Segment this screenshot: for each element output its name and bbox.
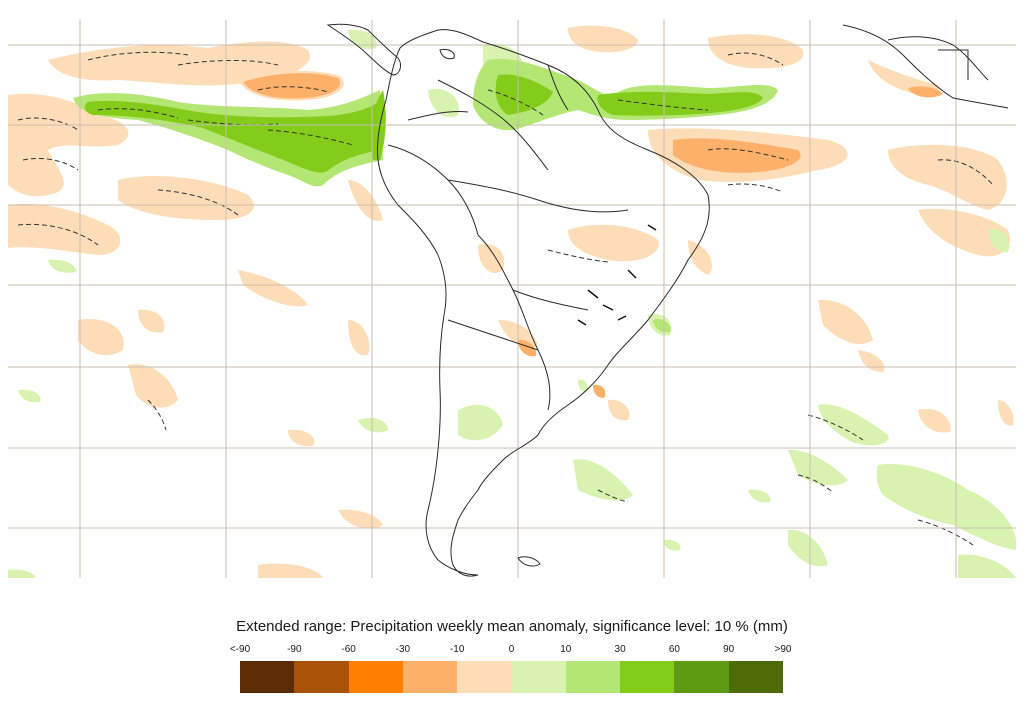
legend-swatch: [674, 661, 730, 693]
legend-swatch: [348, 661, 404, 693]
legend-tick-label: 60: [668, 644, 680, 655]
dry-strong-patches: [243, 73, 943, 398]
wet-anomaly-patches: [8, 29, 1016, 578]
legend-tick-label: <-90: [229, 644, 251, 655]
legend-tick-label: >90: [774, 644, 792, 655]
legend-swatch: [728, 661, 784, 693]
legend-tick-label: -10: [449, 644, 465, 655]
color-legend: Extended range: Precipitation weekly mea…: [0, 618, 1024, 720]
wet-strong-patches: [84, 74, 763, 173]
legend-tick-label: -90: [287, 644, 302, 655]
legend-swatch: [402, 661, 458, 693]
map-canvas: [8, 20, 1016, 578]
legend-tick-label: 30: [614, 644, 626, 655]
legend-tick-label: 10: [560, 644, 572, 655]
map-panel: [8, 20, 1016, 578]
significance-contours: [17, 51, 994, 546]
legend-swatch: [457, 661, 512, 693]
legend-swatch: [620, 661, 675, 693]
legend-tick-label: 90: [723, 644, 735, 655]
inland-water-details: [577, 224, 657, 326]
legend-swatch: [511, 661, 567, 693]
coastlines-and-borders: [326, 23, 1009, 577]
legend-swatch: [565, 661, 621, 693]
legend-swatch: [240, 661, 295, 693]
legend-swatch: [294, 661, 350, 693]
lat-lon-gridlines: [8, 20, 1016, 578]
legend-tick-label: -30: [395, 644, 411, 655]
legend-title: Extended range: Precipitation weekly mea…: [236, 618, 788, 635]
legend-tick-label: 0: [508, 644, 515, 655]
legend-tick-label: -60: [341, 644, 356, 655]
